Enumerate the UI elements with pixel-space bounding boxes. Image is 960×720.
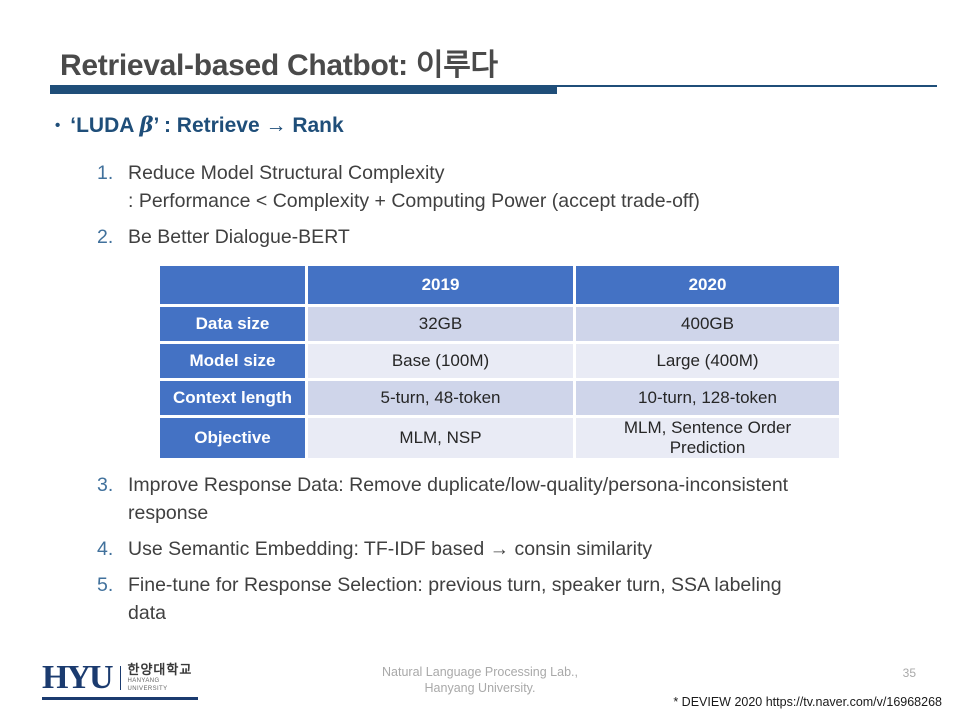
item-text: Improve Response Data: Remove duplicate/… bbox=[128, 471, 900, 527]
footer-lab-name: Natural Language Processing Lab., Hanyan… bbox=[0, 664, 960, 696]
title-rule-thick bbox=[50, 85, 557, 94]
table-header-row: 2019 2020 bbox=[160, 266, 839, 304]
comparison-table: 2019 2020 Data size 32GB 400GB Model siz… bbox=[157, 263, 842, 461]
page-title: Retrieval-based Chatbot: 이루다 bbox=[60, 49, 498, 82]
table-cell: 32GB bbox=[308, 307, 573, 341]
item-text: Use Semantic Embedding: TF-IDF based → c… bbox=[128, 535, 900, 563]
item-line: Reduce Model Structural Complexity bbox=[128, 162, 445, 184]
bullet-icon: • bbox=[55, 117, 61, 134]
list-item-3: 3. Improve Response Data: Remove duplica… bbox=[97, 471, 900, 527]
item-line: Be Better Dialogue-BERT bbox=[128, 226, 350, 248]
list-item-4: 4. Use Semantic Embedding: TF-IDF based … bbox=[97, 535, 900, 563]
table-row-objective: Objective MLM, NSP MLM, Sentence Order P… bbox=[160, 418, 839, 458]
item-text: Be Better Dialogue-BERT bbox=[128, 223, 900, 251]
table-cell: 5-turn, 48-token bbox=[308, 381, 573, 415]
logo-korean-name: 한양대학교 bbox=[127, 662, 193, 677]
list-item-5: 5. Fine-tune for Response Selection: pre… bbox=[97, 571, 900, 627]
item-line: Use Semantic Embedding: TF-IDF based → c… bbox=[128, 538, 653, 560]
item-line: response bbox=[128, 502, 209, 524]
footer-lab-line1: Natural Language Processing Lab., bbox=[382, 665, 578, 679]
source-credit: * DEVIEW 2020 https://tv.naver.com/v/169… bbox=[673, 695, 942, 709]
item-number: 4. bbox=[97, 538, 114, 560]
logo-text: 한양대학교 HANYANG UNIVERSITY bbox=[128, 662, 198, 693]
page-number: 35 bbox=[902, 666, 916, 680]
item-text: Fine-tune for Response Selection: previo… bbox=[128, 571, 900, 627]
table-cell: MLM, Sentence Order Prediction bbox=[576, 418, 839, 458]
table-row-model-size: Model size Base (100M) Large (400M) bbox=[160, 344, 839, 378]
footer-lab-line2: Hanyang University. bbox=[424, 681, 536, 695]
slide-content: • ‘LUDA β’ : Retrieve → Rank 1. Reduce Mo… bbox=[0, 110, 960, 635]
table-corner-cell bbox=[160, 266, 305, 304]
row-label: Objective bbox=[160, 418, 305, 458]
table-cell: MLM, NSP bbox=[308, 418, 573, 458]
list-item-1: 1. Reduce Model Structural Complexity : … bbox=[97, 159, 900, 215]
heading-text-suffix: ’ : Retrieve → Rank bbox=[153, 114, 344, 137]
item-line: data bbox=[128, 602, 166, 624]
logo-acronym: HYU bbox=[42, 658, 114, 696]
logo-english-name: HANYANG UNIVERSITY bbox=[127, 678, 168, 692]
table-cell: 10-turn, 128-token bbox=[576, 381, 839, 415]
logo-divider bbox=[119, 665, 121, 690]
comparison-table-wrap: 2019 2020 Data size 32GB 400GB Model siz… bbox=[157, 263, 960, 461]
table-header-2020: 2020 bbox=[576, 266, 839, 304]
table-cell: Base (100M) bbox=[308, 344, 573, 378]
table-cell: Large (400M) bbox=[576, 344, 839, 378]
bullet-heading: • ‘LUDA β’ : Retrieve → Rank bbox=[55, 110, 960, 141]
item-line: Fine-tune for Response Selection: previo… bbox=[128, 574, 782, 596]
row-label: Model size bbox=[160, 344, 305, 378]
heading-beta-symbol: β bbox=[139, 112, 154, 137]
table-cell: 400GB bbox=[576, 307, 839, 341]
table-row-context-length: Context length 5-turn, 48-token 10-turn,… bbox=[160, 381, 839, 415]
row-label: Context length bbox=[160, 381, 305, 415]
item-number: 2. bbox=[97, 226, 114, 248]
list-item-2: 2. Be Better Dialogue-BERT bbox=[97, 223, 900, 251]
item-line: : Performance < Complexity + Computing P… bbox=[128, 190, 700, 212]
item-text: Reduce Model Structural Complexity : Per… bbox=[128, 159, 900, 215]
table-header-2019: 2019 bbox=[308, 266, 573, 304]
item-line: Improve Response Data: Remove duplicate/… bbox=[128, 474, 789, 496]
item-number: 3. bbox=[97, 474, 114, 496]
row-label: Data size bbox=[160, 307, 305, 341]
table-row-data-size: Data size 32GB 400GB bbox=[160, 307, 839, 341]
item-number: 5. bbox=[97, 574, 114, 596]
heading-text-prefix: ‘LUDA bbox=[70, 114, 140, 137]
item-number: 1. bbox=[97, 162, 114, 184]
university-logo: HYU 한양대학교 HANYANG UNIVERSITY bbox=[42, 658, 198, 700]
